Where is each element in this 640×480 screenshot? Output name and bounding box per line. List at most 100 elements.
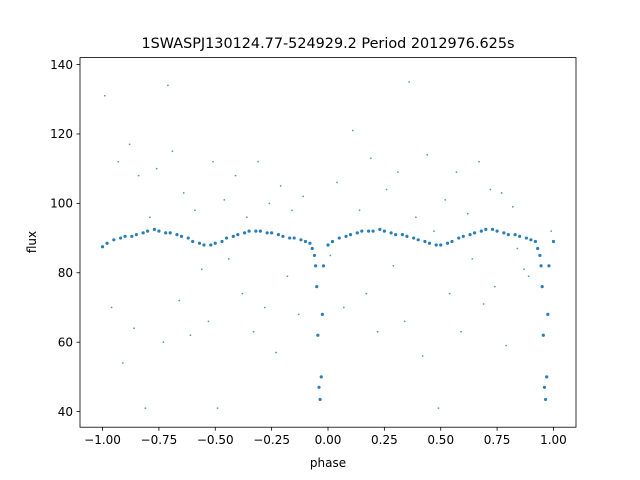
data-point (291, 209, 293, 212)
data-point (550, 230, 553, 233)
y-tick-label: 80 (58, 266, 73, 280)
data-point (186, 236, 190, 240)
data-point (312, 253, 317, 258)
data-point (490, 227, 495, 231)
data-point (207, 320, 210, 323)
data-point (511, 205, 514, 208)
y-tick-label: 40 (58, 405, 73, 419)
data-point (360, 229, 364, 233)
data-point (460, 330, 462, 333)
x-axis-label: phase (310, 456, 346, 470)
data-point (162, 341, 165, 344)
data-point (141, 231, 145, 235)
data-point (547, 264, 551, 268)
data-point (538, 253, 542, 258)
data-point (505, 344, 508, 347)
x-tick-label: 0.75 (484, 433, 511, 447)
data-point (179, 234, 184, 238)
x-tick-label: 0.25 (371, 433, 398, 447)
data-point (348, 232, 353, 237)
data-point (110, 306, 113, 309)
data-point (416, 238, 420, 242)
data-point (495, 229, 499, 233)
data-point (212, 160, 214, 163)
data-point (303, 239, 308, 244)
data-point (433, 230, 435, 233)
data-point (543, 397, 548, 402)
data-point (502, 231, 506, 235)
data-point (308, 241, 312, 245)
chart-title: 1SWASPJ130124.77-524929.2 Period 2012976… (142, 36, 515, 52)
data-point (236, 232, 240, 237)
data-point (385, 188, 388, 191)
data-point (524, 236, 529, 240)
data-point (408, 80, 411, 83)
data-point (344, 234, 348, 238)
x-tick-label: −1.00 (84, 433, 121, 447)
data-point (405, 234, 409, 238)
data-point (297, 313, 300, 316)
y-axis: 40 60 80 100 120 140 (50, 58, 80, 419)
x-tick-label: 1.00 (540, 433, 567, 447)
data-point (144, 407, 147, 410)
data-point (382, 229, 386, 233)
data-point (254, 229, 258, 233)
data-point (281, 234, 285, 238)
data-point (242, 231, 247, 235)
data-point (194, 209, 196, 212)
data-point (223, 198, 226, 201)
data-point (444, 198, 447, 201)
data-point (551, 239, 556, 244)
data-point (118, 236, 123, 240)
data-point (415, 216, 417, 219)
data-point (155, 167, 158, 170)
data-point (437, 407, 440, 410)
data-point (518, 234, 522, 238)
data-point (366, 229, 371, 233)
x-axis: −1.00 −0.75 −0.50 −0.25 0.00 0.25 0.50 0.75 1.00 (84, 427, 567, 447)
data-point (317, 385, 321, 389)
data-point (400, 232, 404, 237)
data-point (423, 239, 427, 244)
data-point (529, 238, 533, 242)
data-point (371, 229, 375, 233)
data-point (321, 264, 326, 268)
data-point (403, 320, 406, 323)
data-point (189, 334, 192, 337)
data-point (378, 227, 382, 231)
data-point (326, 243, 330, 247)
data-point (168, 231, 172, 235)
data-point (200, 268, 203, 271)
data-point (234, 174, 237, 177)
data-point (288, 236, 292, 240)
data-point (336, 181, 338, 184)
data-point (365, 292, 368, 295)
data-point (279, 185, 282, 187)
data-point (117, 160, 120, 163)
data-point (355, 231, 359, 235)
data-point (182, 192, 185, 194)
data-point (227, 257, 230, 260)
data-point (337, 236, 341, 240)
data-point (299, 238, 303, 242)
data-point (191, 239, 195, 244)
data-point (231, 234, 235, 238)
data-point (457, 236, 461, 240)
x-tick-label: 0.50 (427, 433, 454, 447)
data-point (130, 234, 134, 238)
y-tick-label: 60 (58, 335, 73, 349)
data-point (342, 306, 345, 309)
y-tick-label: 100 (50, 197, 73, 211)
data-point (315, 285, 319, 289)
x-tick-label: −0.25 (253, 433, 290, 447)
y-tick-label: 120 (50, 127, 73, 141)
data-point (369, 157, 372, 160)
data-point (164, 231, 168, 235)
data-point (133, 327, 136, 330)
data-point (175, 232, 179, 237)
data-point (220, 239, 224, 244)
data-point (434, 243, 438, 247)
data-point (506, 232, 510, 237)
